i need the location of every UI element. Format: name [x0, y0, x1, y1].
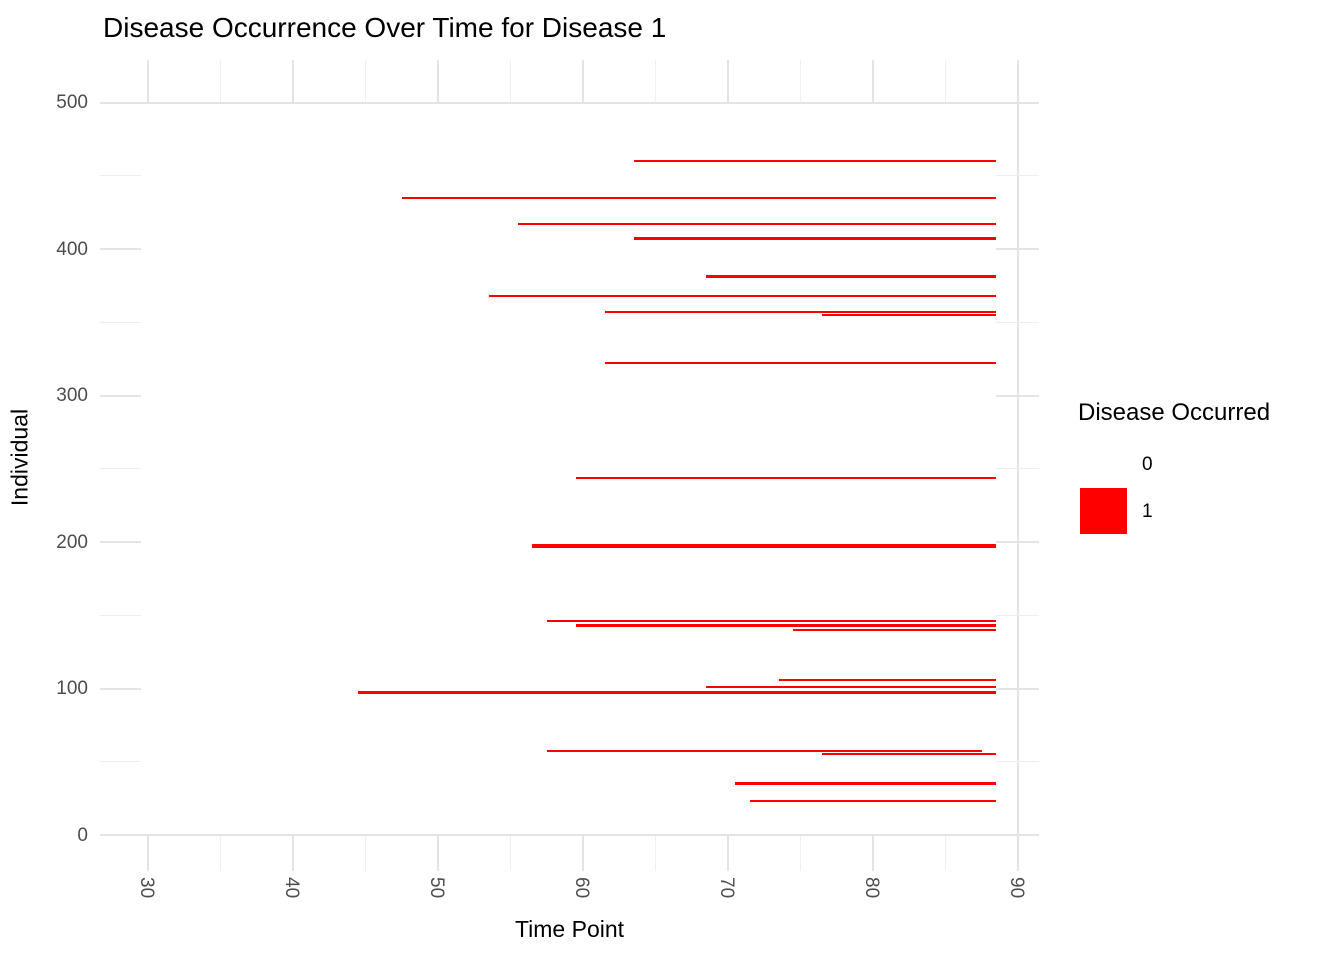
occurrence-segment	[633, 237, 997, 241]
x-tick-label: 90	[1006, 877, 1027, 899]
occurrence-segment	[575, 624, 997, 627]
gridline-x-minor-top-stub	[365, 60, 366, 104]
gridline-x-minor-bottom-stub	[510, 834, 511, 871]
gridline-x-major-bottom-stub	[147, 834, 149, 871]
legend-key-swatch	[1080, 488, 1127, 534]
legend-title: Disease Occurred	[1078, 399, 1271, 426]
occurrence-segment	[793, 628, 997, 631]
gridline-x-major-bottom-stub	[437, 834, 439, 871]
gridline-x-major-top-stub	[582, 60, 584, 104]
occurrence-segment	[822, 753, 997, 756]
occurrence-segment	[706, 686, 997, 689]
gridline-x-minor-bottom-stub	[365, 834, 366, 871]
occurrence-segment	[401, 196, 997, 199]
legend-item-0: 0	[1080, 441, 1280, 488]
gridline-y-major-right-stub	[996, 687, 1039, 690]
gridline-y-major-right-stub	[996, 248, 1039, 250]
gridline-x-minor-top-stub	[655, 60, 656, 104]
occurrence-segment	[488, 294, 997, 297]
occurrence-segment	[532, 544, 997, 549]
occurrence-segment	[633, 160, 997, 163]
legend-item-label: 1	[1142, 500, 1153, 522]
gridline-y-minor-right-stub	[996, 175, 1039, 177]
occurrence-segment	[735, 782, 997, 786]
x-tick-label: 40	[281, 877, 302, 899]
gridline-y-minor-right-stub	[996, 614, 1039, 616]
gridline-y-major-right-stub	[996, 394, 1039, 397]
chart-title: Disease Occurrence Over Time for Disease…	[103, 12, 667, 43]
gridline-y-minor-left-stub	[100, 321, 141, 323]
x-tick-label: 80	[861, 877, 882, 899]
gridline-x-minor-bottom-stub	[220, 834, 221, 871]
gridline-y-minor-left-stub	[100, 468, 141, 470]
occurrence-segment	[706, 275, 997, 279]
x-tick-label: 70	[716, 877, 737, 899]
gridline-x-major	[1017, 60, 1019, 871]
gridline-x-major-bottom-stub	[292, 834, 294, 871]
gridline-x-minor-bottom-stub	[655, 834, 656, 871]
gridline-x-minor-bottom-stub	[800, 834, 801, 871]
gridline-x-major-top-stub	[147, 60, 149, 104]
gridline-y-major-right-stub	[996, 541, 1039, 543]
legend-item-1: 1	[1080, 488, 1280, 535]
gridline-x-major-bottom-stub	[727, 834, 729, 871]
gridline-y-minor-right-stub	[996, 468, 1039, 470]
gridline-y-minor-left-stub	[100, 614, 141, 616]
y-tick-label: 200	[56, 531, 88, 553]
gridline-x-minor-top-stub	[510, 60, 511, 104]
occurrence-segment	[778, 678, 997, 681]
gridline-x-major-bottom-stub	[872, 834, 874, 871]
gridline-y-minor-left-stub	[100, 175, 141, 177]
gridline-y-major-left-stub	[100, 394, 141, 397]
occurrence-segment	[575, 476, 997, 479]
y-axis-title: Individual	[6, 408, 33, 507]
gridline-y-major-left-stub	[100, 248, 141, 250]
gridline-x-major-top-stub	[872, 60, 874, 104]
x-tick-label: 30	[136, 877, 157, 899]
occurrence-segment	[358, 691, 997, 695]
y-tick-label: 100	[56, 678, 88, 699]
gridline-y-minor-right-stub	[996, 761, 1039, 763]
y-tick-label: 300	[56, 385, 88, 406]
legend-item-label: 0	[1142, 453, 1153, 475]
gridline-y-minor-left-stub	[100, 761, 141, 763]
occurrence-segment	[749, 800, 997, 803]
gridline-x-major-top-stub	[727, 60, 729, 104]
gridline-x-major-top-stub	[292, 60, 294, 104]
occurrence-segment	[546, 750, 982, 753]
gridline-x-minor-top-stub	[945, 60, 946, 104]
gridline-x-minor-top-stub	[800, 60, 801, 104]
gridline-y-major	[100, 834, 1039, 836]
gridline-y-major	[100, 101, 1039, 104]
occurrence-segment	[604, 310, 997, 313]
occurrence-segment	[517, 223, 997, 226]
gridline-y-minor-right-stub	[996, 321, 1039, 323]
gridline-x-minor-bottom-stub	[945, 834, 946, 871]
occurrence-segment	[822, 313, 997, 316]
gridline-y-major-left-stub	[100, 687, 141, 690]
occurrence-segment	[546, 620, 997, 623]
y-tick-label: 0	[77, 824, 88, 846]
gridline-x-major-bottom-stub	[582, 834, 584, 871]
legend-key-swatch	[1080, 441, 1127, 487]
x-tick-label: 50	[426, 877, 447, 899]
x-tick-label: 60	[571, 877, 592, 899]
x-axis-title: Time Point	[514, 916, 625, 942]
occurrence-segment	[604, 362, 997, 365]
gridline-x-major-top-stub	[437, 60, 439, 104]
y-tick-label: 500	[56, 92, 88, 113]
gridline-y-major-left-stub	[100, 541, 141, 543]
y-tick-label: 400	[56, 238, 88, 260]
gridline-x-minor-top-stub	[220, 60, 221, 104]
